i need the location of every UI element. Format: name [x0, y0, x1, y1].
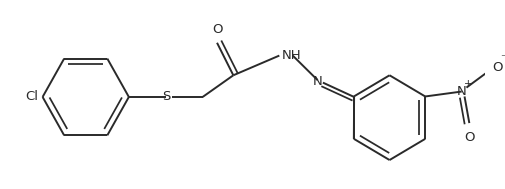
Text: O: O [492, 61, 503, 74]
Text: ⁻: ⁻ [500, 53, 505, 66]
Text: O: O [212, 23, 222, 36]
Text: Cl: Cl [25, 91, 38, 103]
Text: N: N [313, 75, 323, 88]
Text: +: + [464, 79, 473, 89]
Text: N: N [457, 85, 467, 98]
Text: NH: NH [282, 49, 302, 62]
Text: O: O [464, 131, 475, 144]
Text: S: S [162, 91, 170, 103]
